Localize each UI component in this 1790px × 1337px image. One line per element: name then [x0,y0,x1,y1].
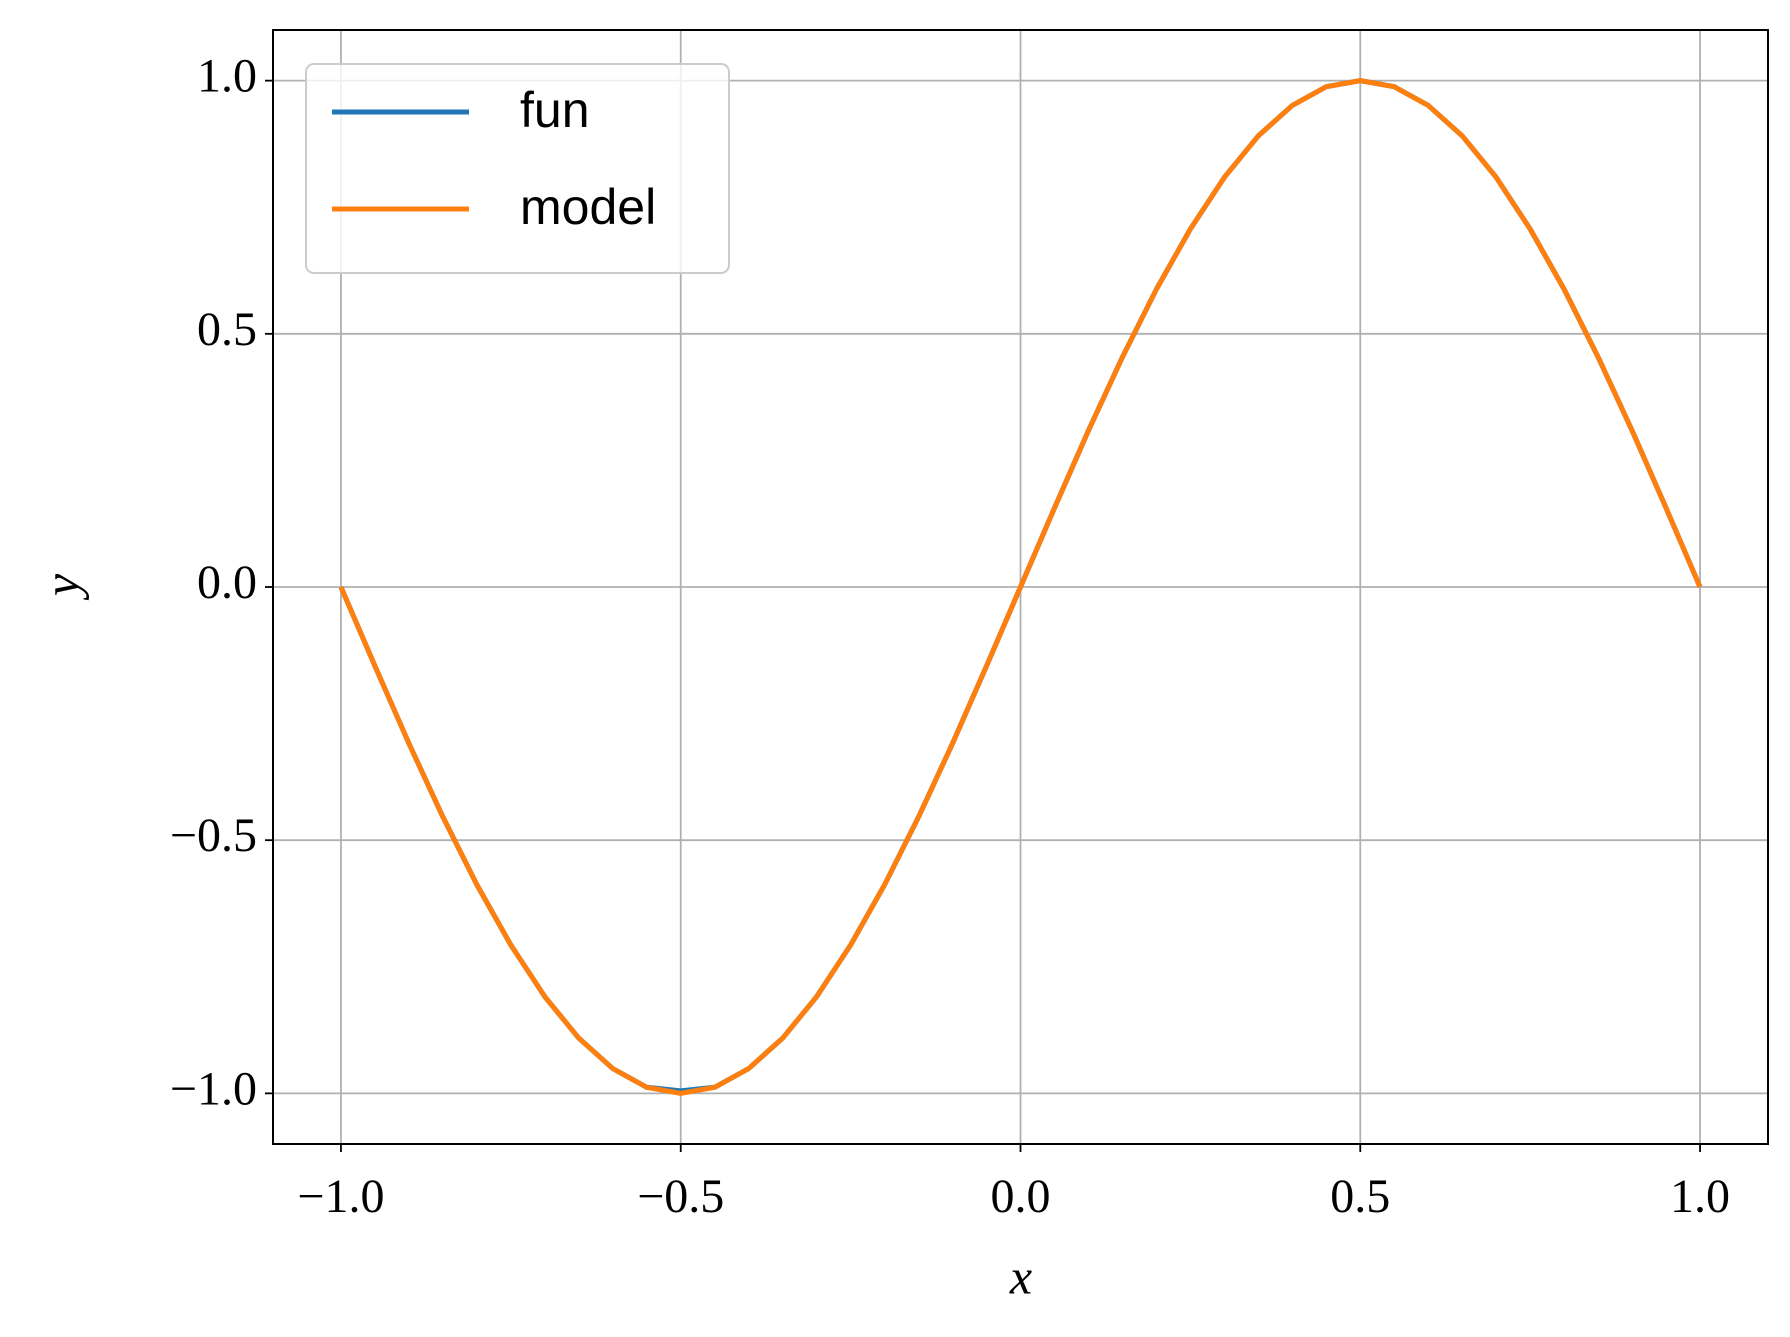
y-tick-label: 0.5 [197,303,257,356]
x-tick-label: 0.0 [991,1170,1051,1223]
x-tick-label: −1.0 [297,1170,384,1223]
legend-label: model [520,179,656,235]
legend-label: fun [520,82,590,138]
x-axis-label: x [1009,1248,1032,1304]
plot-frame [272,29,1769,1145]
x-tick-label: 0.5 [1330,1170,1390,1223]
y-tick-label: −1.0 [170,1062,257,1115]
y-tick-label: 0.0 [197,556,257,609]
y-axis-label: y [33,573,89,601]
y-tick-label: 1.0 [197,50,257,103]
x-tick-label: −0.5 [637,1170,724,1223]
x-tick-label: 1.0 [1670,1170,1730,1223]
line-series [338,78,1703,1096]
legend-box [305,63,730,274]
y-tick-label: −0.5 [170,809,257,862]
